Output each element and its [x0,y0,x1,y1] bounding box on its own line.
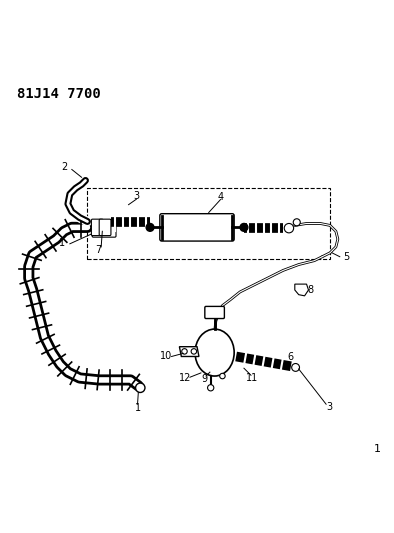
FancyBboxPatch shape [92,226,116,237]
Circle shape [208,385,214,391]
FancyBboxPatch shape [99,219,111,236]
Text: 12: 12 [179,373,191,383]
Text: 11: 11 [245,373,258,383]
Text: 7: 7 [95,245,102,255]
Text: 10: 10 [160,351,172,361]
Ellipse shape [195,329,234,376]
FancyBboxPatch shape [160,214,234,241]
Text: 9: 9 [202,374,208,384]
Text: 6: 6 [287,352,293,362]
Polygon shape [179,346,199,357]
Circle shape [292,364,299,372]
Bar [87,188,330,259]
Text: 1: 1 [134,403,141,413]
Text: 3: 3 [133,191,139,201]
Text: 8: 8 [307,285,314,295]
Circle shape [293,219,300,226]
Text: 4: 4 [217,192,223,202]
Circle shape [191,349,197,354]
FancyBboxPatch shape [91,219,103,236]
Polygon shape [295,284,309,296]
Circle shape [220,373,225,379]
Circle shape [182,349,187,354]
Text: 81J14 7700: 81J14 7700 [17,86,101,101]
Text: 5: 5 [343,252,349,262]
Text: 2: 2 [61,161,67,172]
Circle shape [240,223,248,231]
Circle shape [284,223,294,233]
Circle shape [136,383,145,392]
FancyBboxPatch shape [205,306,225,319]
Text: 1: 1 [374,445,381,454]
Circle shape [146,223,154,231]
Text: 3: 3 [326,402,332,413]
Text: 1: 1 [59,238,65,248]
